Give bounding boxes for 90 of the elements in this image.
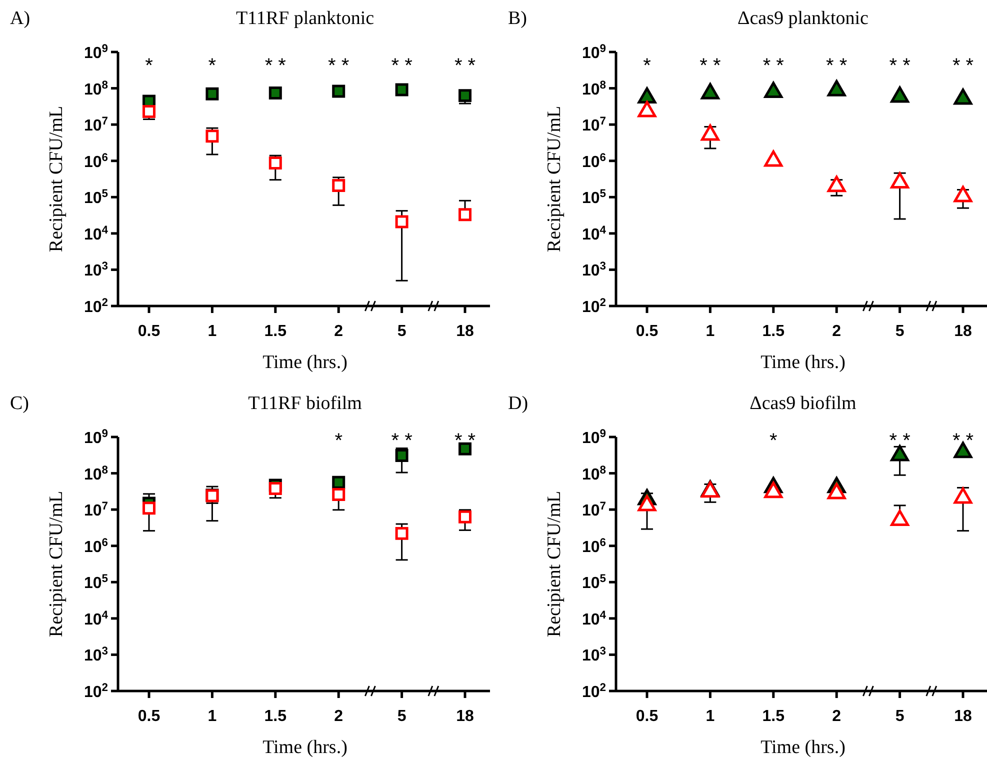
x-tick-label: 2	[832, 323, 842, 340]
annotation: * *	[391, 430, 413, 452]
text: B)	[508, 8, 527, 29]
x-tick-label: 5	[397, 708, 406, 725]
y-tick-label: 10$^{9}$	[582, 428, 606, 447]
x-tick-label: 18	[954, 708, 972, 725]
x-tick-label: 1	[706, 708, 715, 725]
x-tick-label: 0.5	[636, 708, 658, 725]
annotation: *	[770, 430, 778, 452]
annotation: * *	[952, 55, 974, 77]
annotation: *	[208, 55, 216, 77]
chart-title: Δcas9 biofilm	[750, 393, 857, 414]
x-tick-label: 1	[706, 323, 715, 340]
y-tick-label: 10$^{7}$	[582, 116, 606, 135]
y-tick-label: 10$^{4}$	[84, 224, 109, 244]
text: C)	[10, 393, 29, 414]
annotation: * *	[889, 430, 911, 452]
annotation: * *	[889, 55, 911, 77]
y-tick-label: 10$^{5}$	[84, 573, 108, 592]
x-tick-label: 1.5	[264, 323, 287, 340]
y-tick-label: 10$^{2}$	[582, 682, 606, 701]
y-tick-label: 10$^{6}$	[84, 536, 108, 556]
x-tick-label: 5	[895, 323, 904, 340]
annotation: * *	[454, 430, 476, 452]
x-tick-label: 18	[954, 323, 972, 340]
x-tick-label: 1.5	[762, 708, 785, 725]
annotation: * *	[826, 55, 848, 77]
annotation: * *	[391, 55, 413, 77]
annotation: *	[334, 430, 343, 452]
y-axis-title: Recipient CFU/mL	[544, 490, 565, 638]
x-tick-label: 1	[208, 323, 217, 340]
y-tick-label: 10$^{8}$	[582, 464, 606, 484]
x-tick-label: 18	[456, 708, 474, 725]
y-tick-label: 10$^{6}$	[84, 152, 108, 171]
y-axis-title: Recipient CFU/mL	[46, 106, 67, 252]
y-tick-label: 10$^{6}$	[582, 152, 606, 171]
y-tick-label: 10$^{6}$	[582, 536, 606, 556]
chart-title: T11RF planktonic	[236, 8, 374, 29]
x-tick-label: 2	[334, 323, 344, 340]
annotation: * *	[952, 430, 974, 452]
y-tick-label: 10$^{7}$	[84, 500, 108, 520]
x-axis-title: Time (hrs.)	[262, 352, 348, 373]
x-tick-label: 2	[334, 708, 344, 725]
text: A)	[10, 8, 30, 29]
y-tick-label: 10$^{8}$	[582, 79, 606, 98]
annotation: *	[145, 55, 154, 77]
x-tick-label: 1.5	[762, 323, 785, 340]
annotation: * *	[328, 55, 350, 77]
annotation: * *	[762, 55, 784, 77]
y-tick-label: 10$^{3}$	[84, 646, 108, 665]
x-tick-label: 1	[208, 708, 217, 725]
y-tick-label: 10$^{9}$	[84, 43, 108, 62]
y-tick-label: 10$^{9}$	[582, 43, 606, 62]
y-tick-label: 10$^{5}$	[84, 188, 108, 208]
y-tick-label: 10$^{5}$	[582, 573, 606, 592]
y-tick-label: 10$^{8}$	[84, 79, 108, 98]
y-tick-label: 10$^{2}$	[582, 297, 606, 316]
x-tick-label: 0.5	[138, 708, 160, 725]
y-tick-label: 10$^{7}$	[582, 500, 606, 520]
x-axis-title: Time (hrs.)	[760, 737, 846, 758]
x-tick-label: 0.5	[636, 323, 658, 340]
y-tick-label: 10$^{3}$	[582, 260, 606, 280]
y-tick-label: 10$^{9}$	[84, 428, 108, 447]
x-tick-label: 1.5	[264, 708, 287, 725]
y-tick-label: 10$^{2}$	[84, 297, 108, 316]
y-tick-label: 10$^{4}$	[84, 609, 109, 628]
y-tick-label: 10$^{3}$	[84, 260, 108, 280]
y-tick-label: 10$^{4}$	[582, 609, 607, 628]
x-tick-label: 18	[456, 323, 474, 340]
y-axis-title: Recipient CFU/mL	[46, 490, 67, 638]
chart-title: T11RF biofilm	[248, 393, 362, 414]
y-tick-label: 10$^{2}$	[84, 682, 108, 701]
chart-title: Δcas9 planktonic	[738, 8, 868, 29]
x-tick-label: 2	[832, 708, 842, 725]
annotation: * *	[264, 55, 286, 77]
y-tick-label: 10$^{7}$	[84, 116, 108, 135]
y-tick-label: 10$^{4}$	[582, 224, 607, 244]
x-tick-label: 5	[397, 323, 406, 340]
annotation: *	[643, 55, 652, 77]
text: D)	[508, 393, 528, 414]
x-axis-title: Time (hrs.)	[760, 352, 846, 373]
annotation: * *	[700, 55, 721, 77]
y-tick-label: 10$^{5}$	[582, 188, 606, 208]
x-axis-title: Time (hrs.)	[262, 737, 348, 758]
annotation: * *	[454, 55, 476, 77]
y-axis-title: Recipient CFU/mL	[544, 106, 565, 252]
x-tick-label: 5	[895, 708, 904, 725]
y-tick-label: 10$^{8}$	[84, 464, 108, 484]
y-tick-label: 10$^{3}$	[582, 646, 606, 665]
x-tick-label: 0.5	[138, 323, 160, 340]
